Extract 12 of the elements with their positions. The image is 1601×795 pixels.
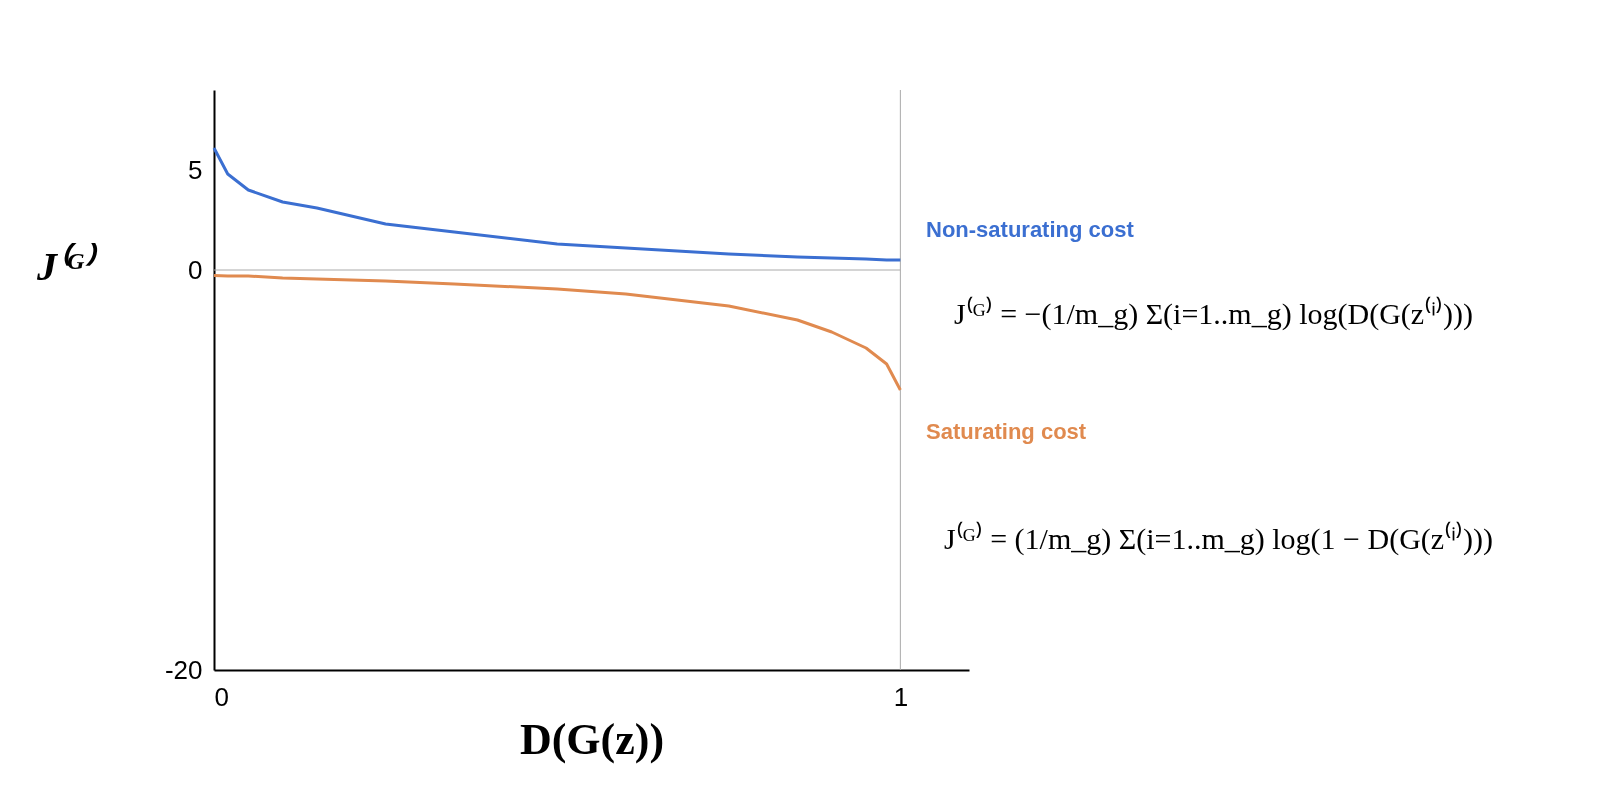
series-label: Saturating cost xyxy=(926,419,1087,444)
series-label: Non-saturating cost xyxy=(926,217,1135,242)
y-tick-label: -20 xyxy=(164,654,203,685)
y-tick-label: 5 xyxy=(188,154,203,185)
x-tick-label: 1 xyxy=(893,681,909,712)
y-tick-label: 0 xyxy=(188,254,203,285)
x-axis-title: D(G(z)) xyxy=(519,714,665,764)
line-series xyxy=(212,274,902,392)
annotation: J⁽ᴳ⁾ = −(1/m_g) Σ(i=1..m_g) log(D(G(z⁽ⁱ⁾))) xyxy=(954,296,1474,331)
line-series xyxy=(212,146,902,262)
y-axis-title: J⁽ᴳ⁾ xyxy=(36,242,98,289)
annotation: J⁽ᴳ⁾ = (1/m_g) Σ(i=1..m_g) log(1 − D(G(z⁽ⁱ⁾))) xyxy=(944,521,1494,556)
